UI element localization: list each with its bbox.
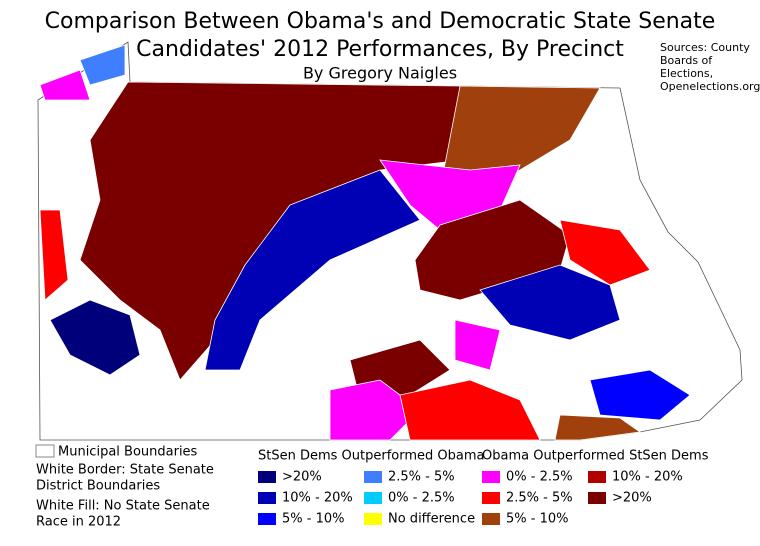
note: White Border: State Senate <box>36 463 214 478</box>
region <box>329 379 421 441</box>
region <box>479 264 621 341</box>
legend-swatch <box>258 492 276 504</box>
legend-label: 0% - 2.5% <box>506 470 573 485</box>
region <box>79 44 126 86</box>
map <box>37 41 743 441</box>
region <box>49 299 141 376</box>
subtitle: By Gregory Naigles <box>303 64 457 83</box>
note: Municipal Boundaries <box>58 445 198 460</box>
title-line: Comparison Between Obama's and Democrati… <box>45 9 716 34</box>
legend-swatch <box>588 471 606 483</box>
legend-label: 2.5% - 5% <box>506 491 573 506</box>
sources-line: Openelections.org <box>660 80 760 93</box>
legend-title: StSen Dems Outperformed Obama <box>258 449 484 464</box>
legend-swatch <box>482 513 500 525</box>
legend-swatch <box>482 492 500 504</box>
legend-swatch <box>588 492 606 504</box>
region <box>559 219 651 286</box>
legend-swatch <box>258 471 276 483</box>
region <box>589 369 691 421</box>
legend-label: 5% - 10% <box>282 512 344 527</box>
note: White Fill: No State Senate <box>36 499 210 514</box>
title-line: Candidates' 2012 Performances, By Precin… <box>136 37 624 62</box>
legend-swatch <box>364 471 382 483</box>
legend-swatch <box>364 513 382 525</box>
legend-label: >20% <box>612 491 652 506</box>
region <box>554 414 642 441</box>
note: District Boundaries <box>36 479 160 494</box>
note: Race in 2012 <box>36 515 121 530</box>
region <box>399 379 541 441</box>
text-layer: Comparison Between Obama's and Democrati… <box>35 9 760 530</box>
legend-label: 0% - 2.5% <box>388 491 455 506</box>
municipal-swatch <box>35 444 55 458</box>
region <box>454 319 501 371</box>
legend-label: 2.5% - 5% <box>388 470 455 485</box>
region <box>39 69 91 101</box>
legend-swatch <box>364 492 382 504</box>
legend-label: >20% <box>282 470 322 485</box>
sources-line: Elections, <box>660 67 713 80</box>
region <box>204 169 421 371</box>
sources-line: Boards of <box>660 54 713 67</box>
legend-title: Obama Outperformed StSen Dems <box>482 449 709 464</box>
legend-label: 10% - 20% <box>612 470 683 485</box>
legend-label: No difference <box>388 512 475 527</box>
sources-line: Sources: County <box>660 41 750 54</box>
legend-swatch <box>482 471 500 483</box>
legend-swatch <box>258 513 276 525</box>
legend-label: 10% - 20% <box>282 491 353 506</box>
legend-label: 5% - 10% <box>506 512 568 527</box>
region <box>39 209 69 301</box>
